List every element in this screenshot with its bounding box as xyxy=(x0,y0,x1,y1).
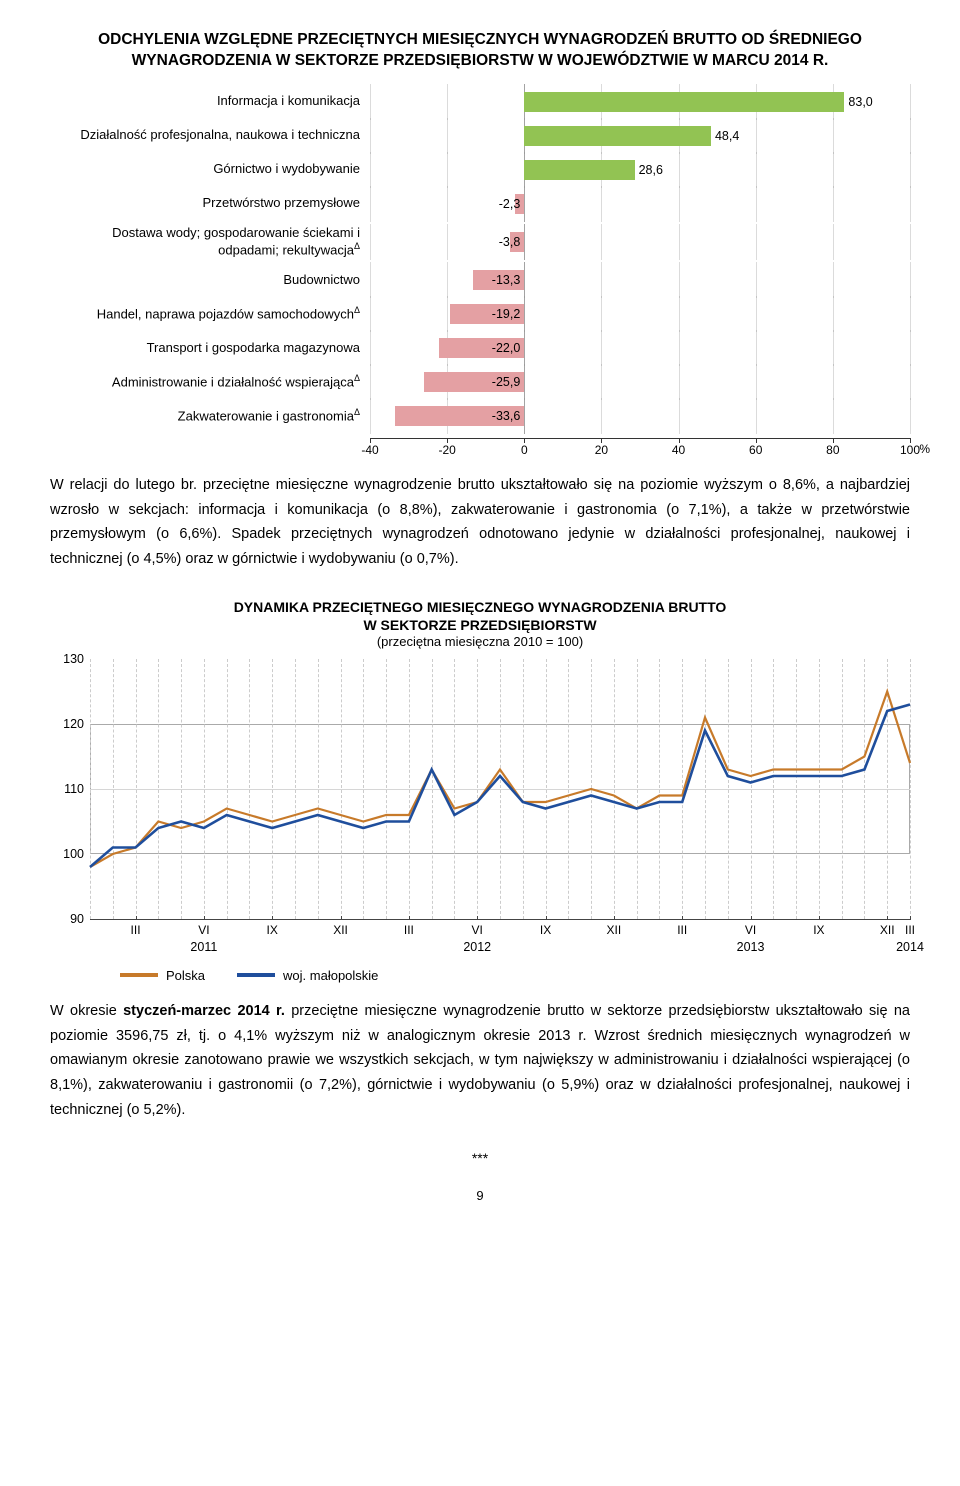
line-chart-title: DYNAMIKA PRZECIĘTNEGO MIESIĘCZNEGO WYNAG… xyxy=(50,598,910,634)
bar-row: Przetwórstwo przemysłowe -2,3 xyxy=(50,192,910,216)
para2-rest: przeciętne miesięczne wynagrodzenie brut… xyxy=(50,1003,910,1118)
bar-track: -2,3 xyxy=(370,192,910,216)
bar-row: Handel, naprawa pojazdów samochodowychΔ -… xyxy=(50,302,910,326)
bar-row: Informacja i komunikacja 83,0 xyxy=(50,90,910,114)
bar-value-label: -33,6 xyxy=(492,406,521,426)
legend-label-polska: Polska xyxy=(166,968,205,983)
legend-swatch-polska xyxy=(120,973,158,977)
bar-track: -13,3 xyxy=(370,268,910,292)
line-title-line1: DYNAMIKA PRZECIĘTNEGO MIESIĘCZNEGO WYNAG… xyxy=(234,599,727,615)
bar-row: Budownictwo -13,3 xyxy=(50,268,910,292)
bar-row: Administrowanie i działalność wspierając… xyxy=(50,370,910,394)
bar-value-label: 28,6 xyxy=(639,160,663,180)
line-series-woj. małopolskie xyxy=(90,704,910,867)
hbar-title: ODCHYLENIA WZGLĘDNE PRZECIĘTNYCH MIESIĘC… xyxy=(50,30,910,72)
line-x-axis: IIIVIIXXIIIIIVIIXXIIIIIVIIXXIIIII2011201… xyxy=(90,920,910,960)
bar-value-label: 48,4 xyxy=(715,126,739,146)
bar-category-label: Przetwórstwo przemysłowe xyxy=(50,196,370,211)
bar-row: Transport i gospodarka magazynowa -22,0 xyxy=(50,336,910,360)
bar-category-label: Dostawa wody; gospodarowanie ściekami i … xyxy=(50,226,370,258)
bar-value-label: -3,8 xyxy=(499,232,521,252)
bar-category-label: Handel, naprawa pojazdów samochodowychΔ xyxy=(50,305,370,322)
bar-value-label: -13,3 xyxy=(492,270,521,290)
para2-lead: W okresie xyxy=(50,1003,123,1019)
bar-value-label: -19,2 xyxy=(492,304,521,324)
bar-category-label: Administrowanie i działalność wspierając… xyxy=(50,373,370,390)
line-legend: Polska woj. małopolskie xyxy=(120,968,910,983)
bar-row: Dostawa wody; gospodarowanie ściekami i … xyxy=(50,226,910,258)
line-title-line2: W SEKTORZE PRZEDSIĘBIORSTW xyxy=(363,617,596,633)
bar-value-label: -25,9 xyxy=(492,372,521,392)
bar-track: -33,6 xyxy=(370,404,910,428)
line-series-Polska xyxy=(90,691,910,867)
bar-track: -3,8 xyxy=(370,230,910,254)
bar-category-label: Działalność profesjonalna, naukowa i tec… xyxy=(50,128,370,143)
para2-bold: styczeń-marzec 2014 r. xyxy=(123,1003,285,1019)
legend-item-polska: Polska xyxy=(120,968,205,983)
legend-swatch-woj xyxy=(237,973,275,977)
bar-row: Górnictwo i wydobywanie 28,6 xyxy=(50,158,910,182)
bar-track: -25,9 xyxy=(370,370,910,394)
bar-row: Zakwaterowanie i gastronomiaΔ -33,6 xyxy=(50,404,910,428)
bar-category-label: Informacja i komunikacja xyxy=(50,94,370,109)
page-number: 9 xyxy=(50,1188,910,1203)
bar-category-label: Transport i gospodarka magazynowa xyxy=(50,341,370,356)
line-chart: 90100110120130 xyxy=(50,659,910,920)
bar-value-label: 83,0 xyxy=(848,92,872,112)
paragraph-2: W okresie styczeń-marzec 2014 r. przecię… xyxy=(50,999,910,1122)
bar-track: -19,2 xyxy=(370,302,910,326)
bar-value-label: -2,3 xyxy=(499,194,521,214)
bar xyxy=(524,160,634,180)
bar-row: Działalność profesjonalna, naukowa i tec… xyxy=(50,124,910,148)
bar xyxy=(524,92,844,112)
bar-category-label: Górnictwo i wydobywanie xyxy=(50,162,370,177)
section-separator: *** xyxy=(50,1150,910,1166)
line-y-axis: 90100110120130 xyxy=(50,659,90,919)
bar-category-label: Zakwaterowanie i gastronomiaΔ xyxy=(50,407,370,424)
line-chart-subtitle: (przeciętna miesięczna 2010 = 100) xyxy=(50,634,910,649)
bar xyxy=(524,126,711,146)
paragraph-1: W relacji do lutego br. przeciętne miesi… xyxy=(50,473,910,572)
page: ODCHYLENIA WZGLĘDNE PRZECIĘTNYCH MIESIĘC… xyxy=(0,0,960,1243)
bar-track: 28,6 xyxy=(370,158,910,182)
bar-track: -22,0 xyxy=(370,336,910,360)
deviation-bar-chart: Informacja i komunikacja 83,0 Działalność … xyxy=(50,90,910,457)
bar-value-label: -22,0 xyxy=(492,338,521,358)
bar-x-axis: -40-20020406080100% xyxy=(50,438,910,457)
legend-item-woj: woj. małopolskie xyxy=(237,968,378,983)
legend-label-woj: woj. małopolskie xyxy=(283,968,378,983)
bar-track: 48,4 xyxy=(370,124,910,148)
bar-category-label: Budownictwo xyxy=(50,273,370,288)
bar-track: 83,0 xyxy=(370,90,910,114)
line-plot-area xyxy=(90,659,910,920)
